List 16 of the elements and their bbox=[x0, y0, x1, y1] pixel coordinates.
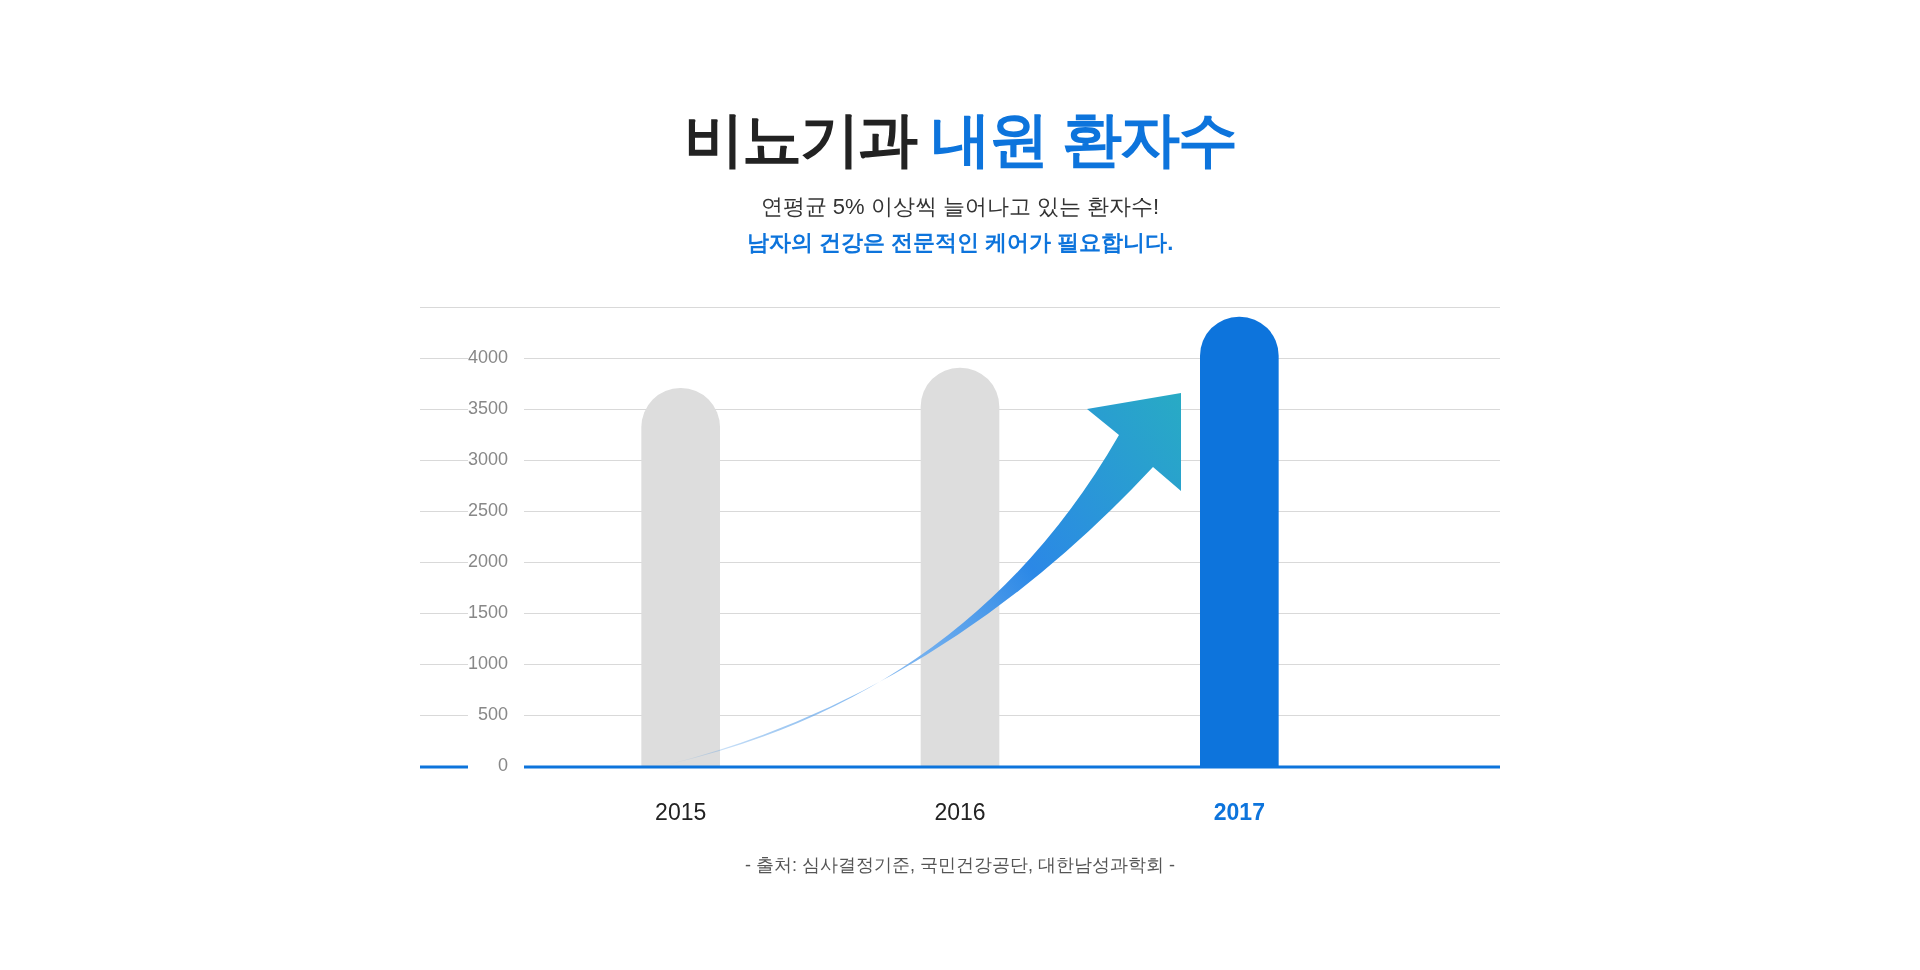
y-tick-label: 3000 bbox=[467, 448, 508, 469]
y-tick-label: 0 bbox=[497, 754, 508, 775]
text: - 출처: 심사결정기준, 국민건강공단, 대한남성과학회 - bbox=[744, 854, 1176, 877]
y-tick-label: 1500 bbox=[467, 601, 508, 622]
y-tick-label: 3500 bbox=[467, 397, 508, 418]
chart-title: 비뇨기과 내원 환자수 bbox=[684, 106, 1236, 173]
x-tick-label: 2017 bbox=[1213, 799, 1265, 826]
y-tick-label: 500 bbox=[477, 703, 508, 724]
y-tick-label: 1000 bbox=[467, 652, 508, 673]
y-tick-label: 4000 bbox=[467, 346, 508, 367]
y-tick-label: 2500 bbox=[467, 499, 508, 520]
text: 연평균 5% 이상씩 늘어나고 있는 환자수! bbox=[760, 194, 1160, 219]
x-tick-label: 2015 bbox=[655, 799, 707, 826]
text: 남자의 건강은 전문적인 케어가 필요합니다. bbox=[746, 230, 1174, 255]
y-tick-label: 2000 bbox=[467, 550, 508, 571]
x-tick-label: 2016 bbox=[934, 799, 986, 826]
